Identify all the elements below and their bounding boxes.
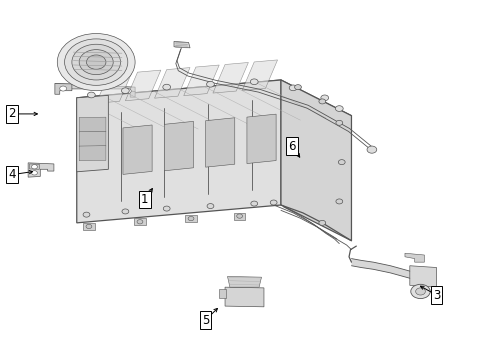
Circle shape [124,89,131,94]
Circle shape [60,86,66,91]
Circle shape [72,44,120,80]
Polygon shape [72,51,122,73]
Circle shape [31,165,37,169]
Polygon shape [134,218,145,225]
Text: 2: 2 [8,107,16,120]
Polygon shape [96,73,131,103]
Polygon shape [83,223,95,230]
Circle shape [137,220,142,224]
Circle shape [163,206,170,211]
Circle shape [250,79,258,85]
Polygon shape [212,62,248,93]
Polygon shape [227,276,261,287]
Circle shape [79,50,113,75]
Circle shape [318,99,325,104]
Polygon shape [79,117,106,132]
Text: 5: 5 [202,314,209,327]
Circle shape [320,95,328,101]
Text: 3: 3 [432,288,439,302]
Polygon shape [233,212,245,220]
Polygon shape [79,131,106,147]
Circle shape [410,284,429,298]
Polygon shape [77,80,351,134]
Circle shape [236,214,242,218]
Polygon shape [55,84,72,94]
Polygon shape [30,164,39,169]
Polygon shape [281,80,351,241]
Text: 4: 4 [8,168,16,181]
Circle shape [83,212,90,217]
Polygon shape [174,41,190,48]
Polygon shape [77,80,281,223]
Polygon shape [125,70,161,101]
Circle shape [270,200,277,205]
Circle shape [57,33,135,91]
Polygon shape [28,163,54,177]
Circle shape [86,224,92,229]
Polygon shape [219,289,225,298]
Circle shape [335,106,343,111]
Polygon shape [183,65,219,96]
Circle shape [206,81,214,87]
Text: 1: 1 [141,193,148,206]
Circle shape [121,88,129,94]
Polygon shape [409,266,436,287]
Circle shape [250,201,257,206]
Circle shape [415,288,425,295]
Circle shape [294,85,301,90]
Polygon shape [351,258,409,278]
Circle shape [288,85,296,91]
Circle shape [335,199,342,204]
Polygon shape [404,253,424,262]
Polygon shape [242,60,277,90]
Polygon shape [125,91,135,97]
Circle shape [64,39,127,85]
Circle shape [86,55,106,69]
Circle shape [188,216,194,221]
Circle shape [163,84,170,90]
Circle shape [366,146,376,153]
Circle shape [122,209,128,214]
Polygon shape [205,118,234,167]
Polygon shape [77,95,108,172]
Circle shape [31,171,37,175]
Circle shape [318,220,325,225]
Polygon shape [246,114,276,163]
Polygon shape [224,287,264,307]
Polygon shape [185,215,197,222]
Polygon shape [122,125,152,174]
Circle shape [206,203,213,208]
Polygon shape [154,68,190,98]
Circle shape [338,159,345,165]
Polygon shape [164,121,193,171]
Polygon shape [79,146,106,161]
Text: 6: 6 [288,140,295,153]
Circle shape [335,120,342,125]
Circle shape [87,92,95,98]
Polygon shape [55,84,135,93]
